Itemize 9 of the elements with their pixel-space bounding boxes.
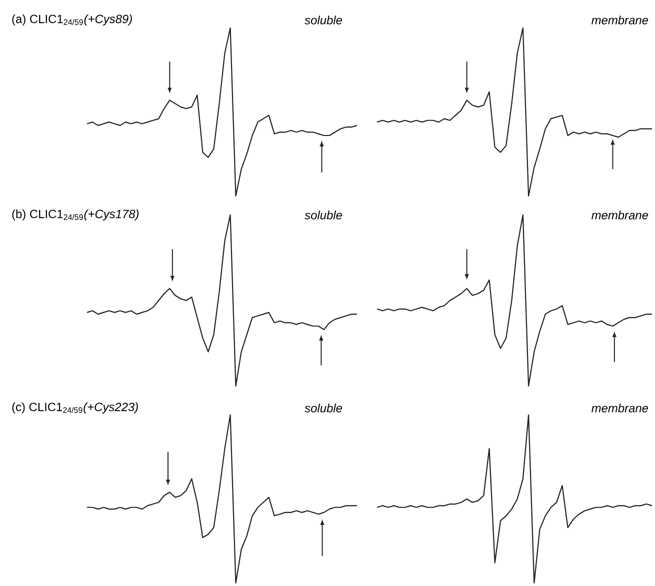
chart-title: (b) CLIC1$_{24/59}$(+Cys178) (12, 209, 139, 221)
chart-title: (c) CLIC1$_{24/59}$(+Cys223) (12, 402, 138, 414)
chart-title: (a) CLIC1$_{24/59}$(+Cys89) (12, 14, 132, 26)
chart-subtitle: soluble (304, 210, 342, 220)
chart-title: membrane (592, 16, 648, 24)
chart-subtitle: soluble (304, 16, 342, 24)
chart-title: membrane (592, 404, 648, 412)
chart-title: membrane (592, 210, 648, 220)
chart-subtitle: soluble (304, 404, 342, 412)
